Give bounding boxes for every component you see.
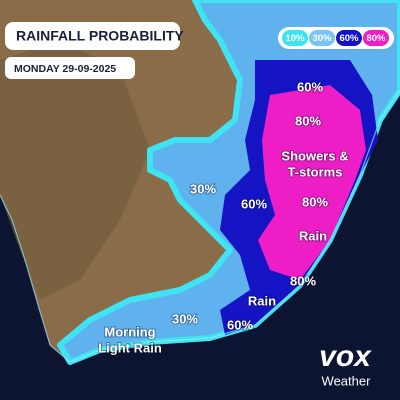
legend-swatch — [309, 30, 335, 46]
map-label: Rain — [299, 228, 327, 243]
map-label: Light Rain — [98, 340, 162, 355]
legend-label: 30% — [312, 33, 332, 44]
map-label: 80% — [302, 194, 328, 209]
map-label: T-storms — [288, 164, 343, 179]
map-label: 80% — [295, 113, 321, 128]
legend: 10% 30% 60% 80% — [282, 30, 389, 46]
map-label: 30% — [172, 311, 198, 326]
legend-label: 80% — [366, 33, 386, 44]
date: MONDAY 29-09-2025 — [14, 63, 116, 75]
map-label: 60% — [227, 317, 253, 332]
map-label: 80% — [290, 273, 316, 288]
title-box — [5, 22, 180, 50]
title: RAINFALL PROBABILITY — [16, 28, 184, 44]
legend-label: 60% — [339, 33, 359, 44]
map-label: 60% — [241, 196, 267, 211]
map-label: Showers & — [281, 148, 348, 163]
map-label: Rain — [248, 293, 276, 308]
map-label: Morning — [104, 324, 155, 339]
legend-swatch — [282, 30, 308, 46]
legend-swatch — [363, 30, 389, 46]
map-labels: 60% 80% Showers &T-storms 30% 60% 80% Rain 80% R… — [97, 78, 349, 356]
logo-subtitle: Weather — [322, 373, 372, 388]
coastline — [0, 89, 400, 363]
legend-swatch — [336, 30, 362, 46]
rain-area-80 — [258, 85, 366, 280]
date-box — [5, 57, 135, 79]
legend-label: 10% — [285, 33, 305, 44]
land-shade — [0, 40, 150, 300]
map-label: 30% — [190, 181, 216, 196]
logo-brand: vox — [319, 340, 372, 373]
map-label: 60% — [297, 79, 323, 94]
